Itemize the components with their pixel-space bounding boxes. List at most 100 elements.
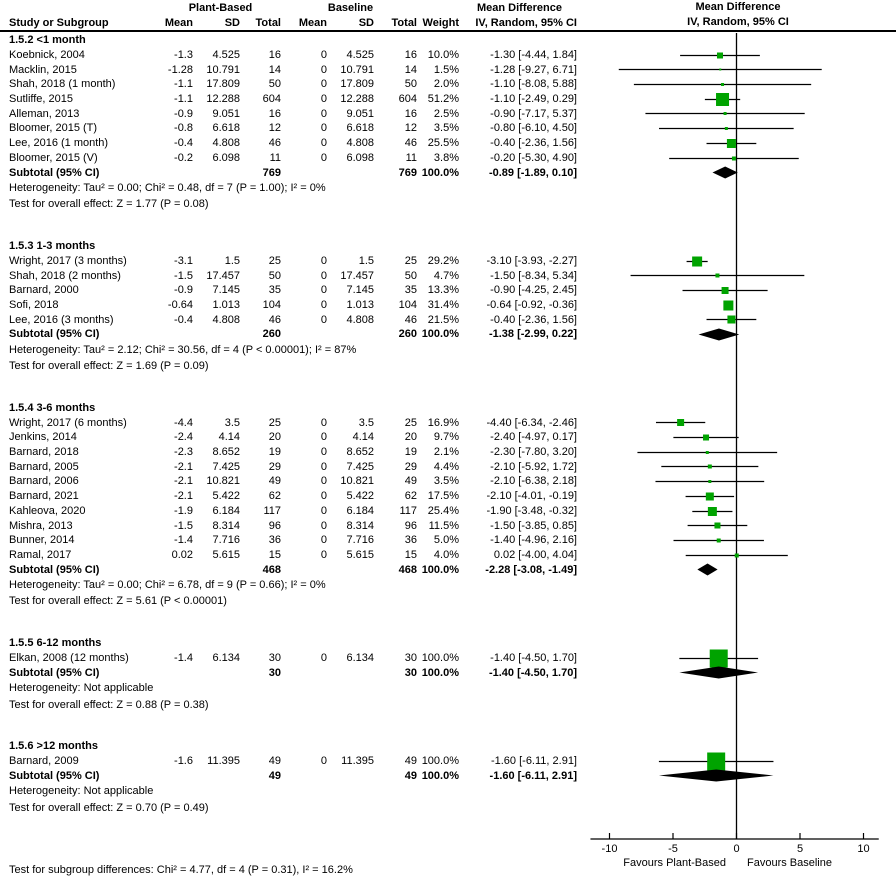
- heterogeneity-text: Heterogeneity: Tau² = 0.00; Chi² = 6.78,…: [9, 578, 326, 591]
- header-column-row: Study or Subgroup Mean SD Total Mean SD …: [0, 15, 586, 30]
- overall-effect-text: Test for overall effect: Z = 1.77 (P = 0…: [9, 198, 209, 211]
- favours-left-label: Favours Plant-Based: [623, 857, 726, 869]
- effect-square: [707, 507, 717, 516]
- subgroup-title: 1.5.6 >12 months: [9, 740, 98, 752]
- group2-header: Baseline: [327, 1, 374, 14]
- overall-effect-text: Test for overall effect: Z = 0.70 (P = 0…: [9, 801, 209, 814]
- subtotal-row: Subtotal (95% CI) 769 769 100.0% -0.89 [-1.8…: [9, 166, 577, 179]
- total2-col-header: Total: [391, 16, 417, 29]
- effect-square: [734, 553, 739, 558]
- effect-square: [677, 419, 685, 426]
- study-row: Ramal, 2017 0.02 5.615 15 0 5.615 15 4.0% 0.02 […: [9, 548, 577, 561]
- subtotal-row: Subtotal (95% CI) 49 49 100.0% -1.60 [-6.11,…: [9, 769, 577, 782]
- axis-tick-label: -10: [602, 843, 618, 855]
- sd1-col-header: SD: [224, 16, 240, 29]
- subgroup-title: 1.5.2 <1 month: [9, 34, 86, 46]
- md-title-header: Mean Difference: [477, 1, 562, 14]
- study-row: Lee, 2016 (1 month) -0.4 4.808 46 0 4.808 46 25…: [9, 137, 577, 150]
- effect-square: [726, 139, 736, 148]
- effect-square: [716, 52, 723, 59]
- effect-square: [721, 83, 725, 86]
- subtotal-row: Subtotal (95% CI) 30 30 100.0% -1.40 [-4.50,…: [9, 666, 577, 679]
- effect-square: [705, 451, 709, 454]
- axis-tick-label: 0: [733, 843, 739, 855]
- overall-effect-text: Test for overall effect: Z = 5.61 (P < 0…: [9, 595, 227, 608]
- plot-md-title: Mean Difference: [695, 1, 781, 13]
- total1-col-header: Total: [255, 16, 281, 29]
- study-row: Sutliffe, 2015 -1.1 12.288 604 0 12.288 604 51.…: [9, 93, 577, 106]
- effect-square: [723, 112, 727, 115]
- study-row: Macklin, 2015 -1.28 10.791 14 0 10.791 14 1.5% -…: [9, 63, 577, 76]
- study-row: Mishra, 2013 -1.5 8.314 96 0 8.314 96 11.5% -1.5…: [9, 519, 577, 532]
- study-row: Barnard, 2021 -2.1 5.422 62 0 5.422 62 17.5% -2.…: [9, 490, 577, 503]
- study-row: Bloomer, 2015 (V) -0.2 6.098 11 0 6.098 11 3.8%…: [9, 151, 577, 164]
- effect-square: [703, 434, 710, 441]
- study-row: Alleman, 2013 -0.9 9.051 16 0 9.051 16 2.5% -0.9…: [9, 107, 577, 120]
- effect-square: [709, 649, 728, 668]
- subtotal-diamond: [698, 328, 740, 341]
- effect-square: [707, 752, 726, 771]
- section-gap: [0, 816, 586, 842]
- study-row: Wright, 2017 (3 months) -3.1 1.5 25 0 1.5 25 29…: [9, 254, 577, 267]
- favours-right-label: Favours Baseline: [747, 857, 832, 869]
- subgroup-difference-text: Test for subgroup differences: Chi² = 4.…: [9, 864, 353, 876]
- axis-tick-label: 5: [797, 843, 803, 855]
- section-gap: [0, 213, 586, 239]
- plot-header: Mean Difference IV, Random, 95% CI: [588, 0, 888, 30]
- effect-square: [705, 492, 714, 501]
- weight-col-header: Weight: [422, 16, 459, 29]
- sd2-col-header: SD: [358, 16, 374, 29]
- subtotal-diamond: [679, 666, 759, 679]
- overall-effect-text: Test for overall effect: Z = 0.88 (P = 0…: [9, 698, 209, 711]
- subtotal-row: Subtotal (95% CI) 260 260 100.0% -1.38 [-2.9…: [9, 328, 577, 341]
- effect-square: [716, 538, 721, 543]
- effect-square: [721, 287, 729, 294]
- axis-tick-label: 10: [857, 843, 869, 855]
- effect-square: [707, 464, 712, 469]
- header-group-row: Plant-Based Baseline Mean Difference: [0, 0, 586, 15]
- section-gap: [0, 713, 586, 739]
- effect-square: [714, 522, 721, 529]
- study-col-header: Study or Subgroup: [9, 16, 109, 29]
- effect-square: [727, 315, 736, 324]
- study-row: Sofi, 2018 -0.64 1.013 104 0 1.013 104 31.4% -0.…: [9, 298, 577, 311]
- header-divider: [0, 30, 896, 32]
- axis-tick-label: -5: [668, 843, 678, 855]
- table-body: 1.5.2 <1 month Koebnick, 2004 -1.3 4.525 16 0…: [0, 33, 586, 842]
- effect-square: [716, 93, 730, 106]
- study-row: Barnard, 2000 -0.9 7.145 35 0 7.145 35 13.3% -0.…: [9, 284, 577, 297]
- section-gap: [0, 375, 586, 401]
- effect-square: [692, 256, 703, 267]
- ci-col-header: IV, Random, 95% CI: [475, 16, 577, 29]
- study-row: Barnard, 2009 -1.6 11.395 49 0 11.395 49 100.0%…: [9, 755, 577, 768]
- study-row: Bloomer, 2015 (T) -0.8 6.618 12 0 6.618 12 3.5%…: [9, 122, 577, 135]
- effect-square: [723, 300, 734, 311]
- study-row: Barnard, 2006 -2.1 10.821 49 0 10.821 49 3.5% -2…: [9, 475, 577, 488]
- study-row: Kahleova, 2020 -1.9 6.184 117 0 6.184 117 25.4%…: [9, 504, 577, 517]
- study-row: Elkan, 2008 (12 months) -1.4 6.134 30 0 6.134…: [9, 651, 577, 664]
- study-row: Barnard, 2018 -2.3 8.652 19 0 8.652 19 2.1% -2.3…: [9, 446, 577, 459]
- subtotal-diamond: [658, 769, 774, 782]
- heterogeneity-text: Heterogeneity: Tau² = 0.00; Chi² = 0.48,…: [9, 181, 326, 194]
- study-row: Jenkins, 2014 -2.4 4.14 20 0 4.14 20 9.7% -2.40 …: [9, 431, 577, 444]
- table-header: Plant-Based Baseline Mean Difference Stu…: [0, 0, 586, 30]
- effect-square: [719, 68, 722, 71]
- effect-square: [715, 273, 720, 278]
- subtotal-row: Subtotal (95% CI) 468 468 100.0% -2.28 [-3.0…: [9, 563, 577, 576]
- subtotal-diamond: [712, 166, 738, 179]
- study-row: Koebnick, 2004 -1.3 4.525 16 0 4.525 16 10.0% -1…: [9, 49, 577, 62]
- overall-effect-text: Test for overall effect: Z = 1.69 (P = 0…: [9, 360, 209, 373]
- study-row: Wright, 2017 (6 months) -4.4 3.5 25 0 3.5 25 16…: [9, 416, 577, 429]
- study-row: Lee, 2016 (3 months) -0.4 4.808 46 0 4.808 46 2…: [9, 313, 577, 326]
- mean2-col-header: Mean: [298, 16, 327, 29]
- subgroup-title: 1.5.3 1-3 months: [9, 239, 96, 252]
- study-row: Shah, 2018 (2 months) -1.5 17.457 50 0 17.457…: [9, 269, 577, 282]
- study-row: Barnard, 2005 -2.1 7.425 29 0 7.425 29 4.4% -2.1…: [9, 460, 577, 473]
- subgroup-title: 1.5.4 3-6 months: [9, 401, 96, 414]
- effect-square: [708, 480, 712, 483]
- effect-square: [724, 127, 728, 130]
- subtotal-diamond: [697, 563, 718, 576]
- heterogeneity-text: Heterogeneity: Not applicable: [9, 682, 154, 694]
- study-row: Shah, 2018 (1 month) -1.1 17.809 50 0 17.809 5…: [9, 78, 577, 91]
